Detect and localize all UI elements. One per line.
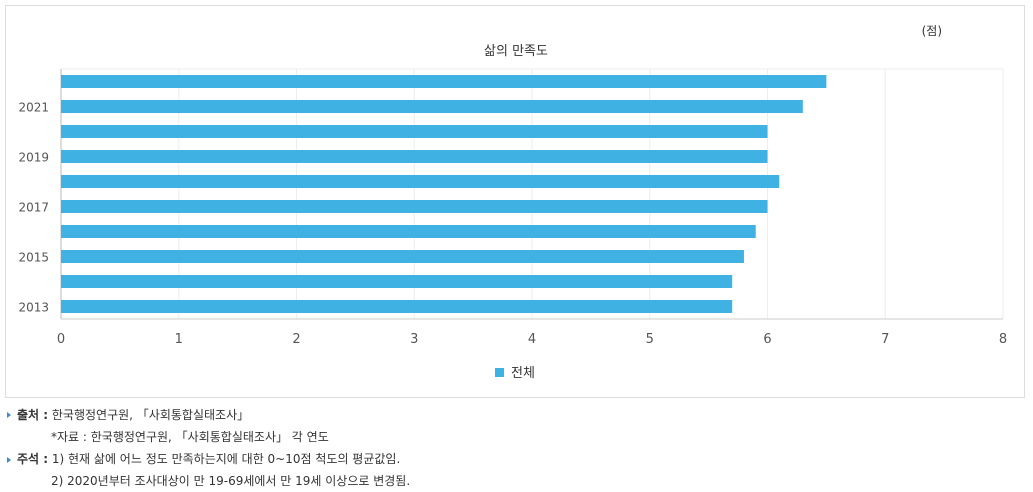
source-line: 출처 : 한국행정연구원, 「사회통합실태조사」 [17, 407, 249, 423]
remark-line: 주석 : 1) 현재 삶에 어느 정도 만족하는지에 대한 0~10점 척도의 … [17, 451, 400, 467]
unit-label: (점) [922, 24, 942, 38]
bar-2013 [61, 300, 733, 313]
remark-1: 1) 현재 삶에 어느 정도 만족하는지에 대한 0~10점 척도의 평균값임. [51, 452, 401, 466]
bar-2022 [61, 75, 827, 88]
y-tick-label: 2013 [18, 301, 49, 315]
bar-2015 [61, 250, 744, 263]
bar-2018 [61, 175, 780, 188]
bar-2019 [61, 150, 768, 163]
x-tick-label: 2 [292, 332, 300, 347]
x-tick-label: 0 [57, 332, 65, 347]
x-tick-label: 3 [410, 332, 418, 347]
legend-swatch [495, 368, 504, 377]
chart-title: 삶의 만족도 [484, 44, 548, 59]
source-sub: *자료 : 한국행정연구원, 「사회통합실태조사」 각 연도 [51, 430, 329, 444]
y-tick-label: 2015 [18, 251, 49, 265]
x-tick-label: 4 [528, 332, 536, 347]
x-tick-labels: 0 1 2 3 4 5 6 7 8 [57, 332, 1007, 347]
bullet-icon [7, 412, 11, 418]
y-tick-label: 2019 [18, 151, 49, 165]
y-tick-labels: 2021 2019 2017 2015 2013 [18, 101, 49, 315]
x-tick-label: 5 [646, 332, 654, 347]
bar-2017 [61, 200, 768, 213]
bullet-icon [7, 457, 11, 463]
x-tick-label: 1 [175, 332, 183, 347]
source-text: 한국행정연구원, 「사회통합실태조사」 [51, 408, 250, 422]
remark-label: 주석 : [17, 452, 49, 466]
legend-label: 전체 [511, 366, 535, 381]
bar-2016 [61, 225, 756, 238]
source-label: 출처 : [17, 408, 49, 422]
bar-2020 [61, 125, 768, 138]
bar-2021 [61, 100, 803, 113]
legend[interactable]: 전체 [495, 366, 535, 381]
x-tick-label: 8 [999, 332, 1007, 347]
y-tick-label: 2021 [18, 101, 49, 115]
bar-2014 [61, 275, 733, 288]
y-tick-label: 2017 [18, 201, 49, 215]
remark-2: 2) 2020년부터 조사대상이 만 19-69세에서 만 19세 이상으로 변… [51, 474, 411, 488]
bar-chart: 2021 2019 2017 2015 2013 0 1 2 3 4 5 6 7 8 삶의 만족도 (점… [18, 24, 1007, 381]
x-tick-label: 7 [881, 332, 889, 347]
bars [61, 75, 827, 313]
x-tick-label: 6 [763, 332, 771, 347]
